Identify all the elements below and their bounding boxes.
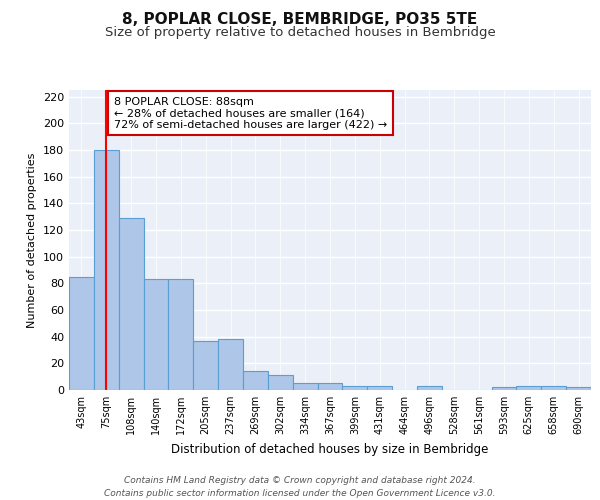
Bar [143, 280, 169, 390]
Bar [293, 384, 317, 390]
Bar [69, 276, 94, 390]
Text: 8 POPLAR CLOSE: 88sqm
← 28% of detached houses are smaller (164)
72% of semi-det: 8 POPLAR CLOSE: 88sqm ← 28% of detached … [114, 96, 387, 130]
Bar [343, 386, 367, 390]
Bar [541, 386, 566, 390]
Bar [491, 388, 517, 390]
Bar [218, 340, 243, 390]
Text: Size of property relative to detached houses in Bembridge: Size of property relative to detached ho… [104, 26, 496, 39]
Bar [268, 376, 293, 390]
Bar [566, 388, 591, 390]
Text: 8, POPLAR CLOSE, BEMBRIDGE, PO35 5TE: 8, POPLAR CLOSE, BEMBRIDGE, PO35 5TE [122, 12, 478, 28]
Bar [119, 218, 143, 390]
Bar [367, 386, 392, 390]
Bar [94, 150, 119, 390]
Bar [243, 372, 268, 390]
Bar [517, 386, 541, 390]
Bar [169, 280, 193, 390]
X-axis label: Distribution of detached houses by size in Bembridge: Distribution of detached houses by size … [172, 442, 488, 456]
Bar [417, 386, 442, 390]
Bar [193, 340, 218, 390]
Text: Contains HM Land Registry data © Crown copyright and database right 2024.
Contai: Contains HM Land Registry data © Crown c… [104, 476, 496, 498]
Y-axis label: Number of detached properties: Number of detached properties [28, 152, 37, 328]
Bar [317, 384, 343, 390]
